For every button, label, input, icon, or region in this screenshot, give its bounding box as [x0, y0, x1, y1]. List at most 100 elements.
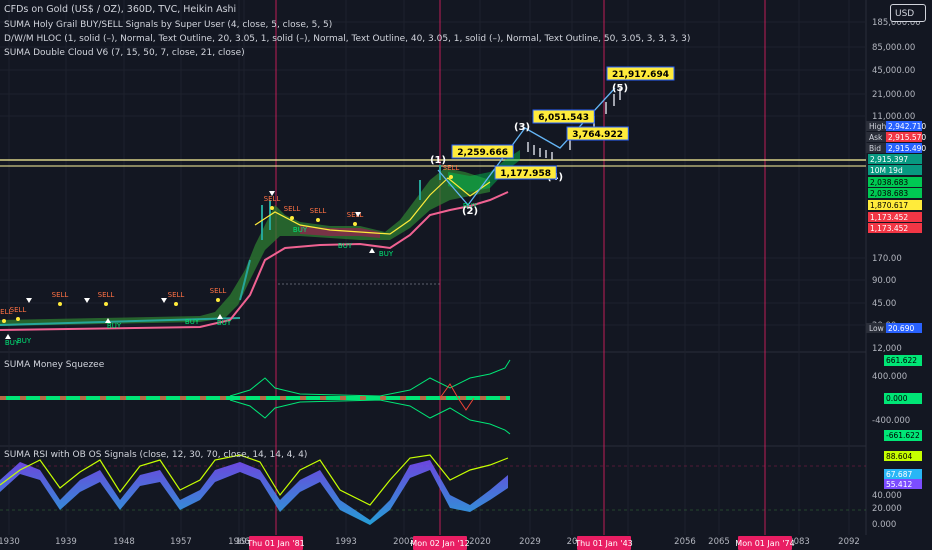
sell-arrow — [26, 298, 32, 303]
currency-button[interactable]: USD — [890, 4, 926, 22]
x-tick-label: 2065 — [708, 537, 730, 547]
y-axis[interactable]: 185,000.00 85,000.00 45,000.00 21,000.00 11,… — [872, 18, 921, 530]
price-label-box — [886, 143, 922, 153]
rsi-tick-label: 20.000 — [872, 504, 902, 514]
squeeze-lower — [229, 399, 511, 435]
wave-callout-box — [532, 109, 595, 124]
y-tick-label: 45.00 — [872, 299, 896, 309]
date-marker-label: Mon 02 Jan '12 — [410, 539, 469, 548]
x-tick-label: 197 — [236, 537, 252, 547]
wave-callout-value: 2,259.666 — [457, 148, 508, 158]
rsi-fill — [0, 460, 508, 525]
price-tag: Ask — [869, 133, 883, 142]
signal-dot — [290, 216, 294, 220]
date-marker-label: Mon 01 Jan '74 — [735, 539, 794, 548]
double-cloud — [0, 150, 520, 326]
rsi-value: 55.412 — [886, 480, 912, 489]
buy-signal-label: BUY — [379, 250, 394, 258]
sell-signal-label: SELL — [10, 306, 27, 314]
squeeze-value: 0.000 — [886, 394, 908, 403]
rsi-pane — [0, 454, 866, 525]
date-marker-box — [738, 536, 792, 550]
y-tick-label: 90.00 — [872, 276, 896, 286]
money-squeeze-label[interactable]: SUMA Money Squezee — [4, 360, 105, 370]
squeeze-value: -661.622 — [886, 431, 920, 440]
price-label-value: 2,038.683 — [870, 189, 908, 198]
buy-signal-label: BUY — [17, 337, 32, 345]
buy-arrow — [369, 248, 375, 253]
wave-callout-value: 21,917.694 — [612, 70, 669, 80]
signal-dot — [449, 175, 453, 179]
squeeze-tick-label: 12,000 — [872, 344, 902, 354]
price-tag-box — [866, 323, 886, 333]
price-label-box — [886, 132, 922, 142]
x-tick-label: 1948 — [113, 537, 135, 547]
buy-signal-label: BUY — [463, 202, 478, 210]
x-tick-label: 1957 — [170, 537, 192, 547]
price-label-value: 2,915.490 — [888, 144, 926, 153]
signal-dot — [58, 302, 62, 306]
x-tick-label: 2056 — [674, 537, 696, 547]
indicator-double-cloud[interactable]: SUMA Double Cloud V6 (7, 15, 50, 7, clos… — [4, 48, 245, 58]
squeeze-tick-label: -400.000 — [872, 416, 910, 426]
price-tag-box — [866, 132, 886, 142]
squeeze-value: 661.622 — [886, 356, 917, 365]
signal-dot — [2, 319, 6, 323]
wave-callout-box — [566, 126, 629, 141]
price-label-box — [886, 121, 922, 131]
buy-arrow — [5, 334, 11, 339]
rsi-tick-label: 40.000 — [872, 491, 902, 501]
rsi-value-box — [884, 469, 922, 479]
price-label-value: 2,915.570 — [888, 133, 926, 142]
signal-dot — [174, 302, 178, 306]
signal-dot — [216, 298, 220, 302]
wave-callout-box — [451, 144, 514, 159]
sell-signal-label: SELL — [210, 287, 227, 295]
signal-markers: SELLSELLSELLSELLSELLSELLSELLSELLSELLSELL… — [0, 164, 478, 347]
y-tick-label: 21,000.00 — [872, 90, 915, 100]
rsi-label[interactable]: SUMA RSI with OB OS Signals (close, 12, … — [4, 450, 308, 460]
wave-callout-box — [494, 165, 557, 180]
x-tick-label: 1966 — [228, 537, 250, 547]
rsi-value-box — [884, 451, 922, 461]
sell-arrow — [84, 298, 90, 303]
x-tick-label: 1993 — [335, 537, 357, 547]
price-label-value: 20.690 — [888, 324, 914, 333]
rsi-lime-line — [0, 454, 509, 506]
buy-signal-label: BUY — [338, 242, 353, 250]
sell-signal-label: SELL — [264, 195, 281, 203]
price-label-box — [868, 200, 922, 210]
signal-dot — [353, 222, 357, 226]
price-labels: High 2,942.710 Ask 2,915.570 Bid 2,915.490 2,9… — [866, 121, 926, 489]
price-label-box — [868, 177, 922, 187]
price-tag-box — [866, 143, 886, 153]
y-tick-label: 45,000.00 — [872, 66, 915, 76]
buy-signal-label: BUY — [293, 226, 308, 234]
projection-bars — [527, 88, 621, 160]
squeeze-value-box — [884, 393, 922, 404]
rsi-value-box — [884, 479, 922, 489]
y-tick-label: 85,000.00 — [872, 43, 915, 53]
wave-number-label: (1) — [430, 155, 446, 166]
price-label-box — [868, 223, 922, 233]
grid-lines — [0, 0, 866, 535]
wave-number-label: (3) — [514, 122, 530, 133]
price-label-value: 2,915.397 — [870, 155, 908, 164]
squeeze-value-box — [884, 355, 922, 366]
date-marker-label: Thu 01 Jan '81 — [246, 539, 305, 548]
squeeze-red — [439, 383, 475, 411]
indicator-holy-grail[interactable]: SUMA Holy Grail BUY/SELL Signals by Supe… — [4, 20, 333, 30]
price-tag: Bid — [869, 144, 881, 153]
y-tick-label: 11,000.00 — [872, 112, 915, 122]
buy-arrow — [217, 314, 223, 319]
cloud-pink-band — [300, 226, 380, 238]
x-tick-label: 1930 — [0, 537, 20, 547]
wave-callout-value: 6,051.543 — [538, 113, 589, 123]
indicator-hloc[interactable]: D/W/M HLOC (1, solid (–), Normal, Text O… — [4, 34, 691, 44]
squeeze-tick-label: 400.000 — [872, 372, 907, 382]
sell-signal-label: SELL — [284, 205, 301, 213]
y-tick-label: 185,000.00 — [872, 18, 921, 28]
buy-signal-label: BUY — [5, 339, 20, 347]
